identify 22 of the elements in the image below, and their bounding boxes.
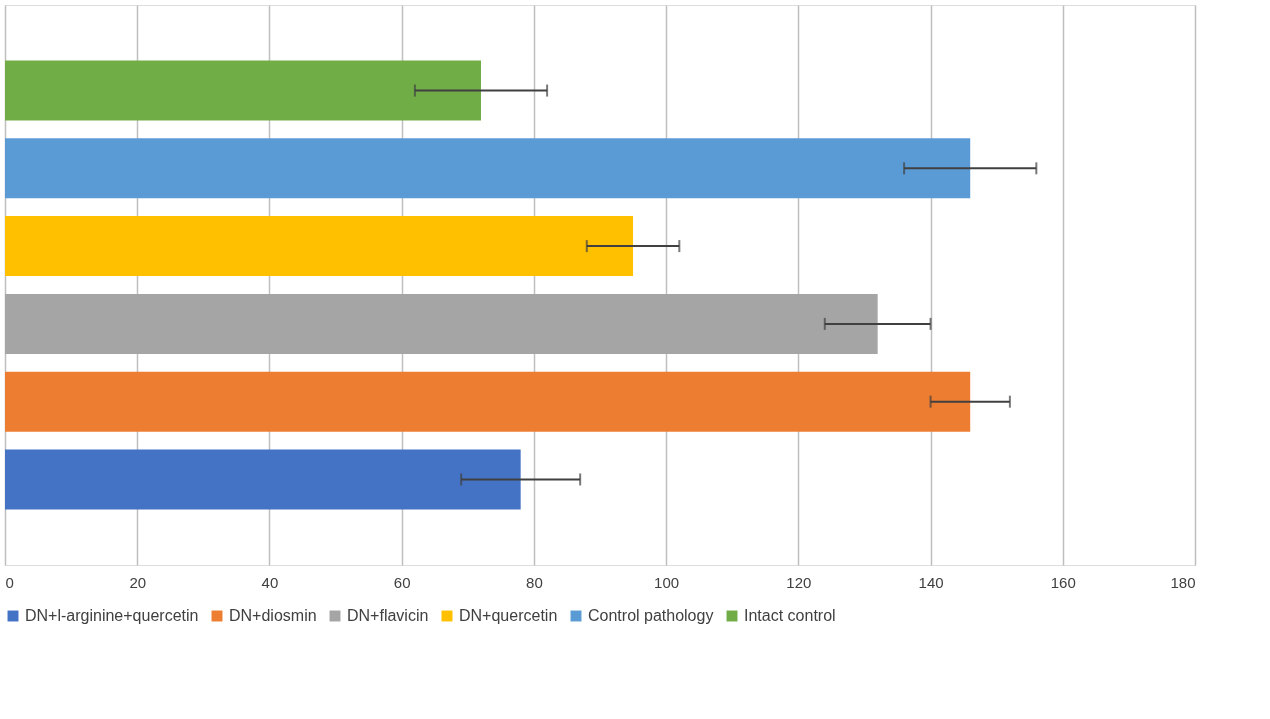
- legend-label: DN+quercetin: [459, 607, 558, 624]
- legend-label: Intact control: [744, 607, 836, 624]
- x-tick-label: 100: [654, 573, 680, 591]
- x-tick-label: 120: [786, 573, 812, 591]
- x-tick-label: 80: [526, 573, 543, 591]
- x-tick-label: 60: [393, 573, 411, 591]
- legend-label: DN+flavicin: [347, 607, 429, 624]
- x-tick-label: 160: [1050, 573, 1076, 591]
- x-tick-label: 0: [5, 573, 14, 591]
- bar: [5, 138, 971, 199]
- bar: [5, 449, 521, 510]
- legend-label: DN+diosmin: [229, 607, 317, 624]
- bar: [5, 293, 878, 354]
- bar: [5, 371, 971, 432]
- bar: [5, 216, 634, 277]
- legend-label: Control pathology: [588, 607, 714, 624]
- legend-label: DN+l-arginine+quercetin: [25, 607, 199, 624]
- x-tick-label: 180: [1170, 573, 1196, 591]
- x-tick-label: 40: [261, 573, 279, 591]
- x-tick-label: 20: [129, 573, 147, 591]
- bar: [5, 60, 481, 121]
- x-tick-label: 140: [918, 573, 944, 591]
